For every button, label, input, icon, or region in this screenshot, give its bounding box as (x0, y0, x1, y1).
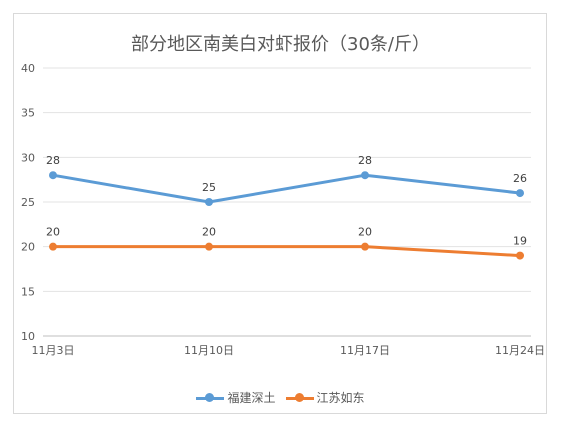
data-label: 19 (513, 235, 527, 248)
legend-item: 福建深土 (196, 389, 276, 406)
data-point (361, 242, 369, 251)
data-point (361, 171, 369, 180)
data-label: 25 (202, 181, 216, 194)
data-point (516, 251, 524, 260)
data-label: 28 (46, 154, 60, 167)
data-point (205, 242, 213, 251)
data-label: 20 (358, 226, 372, 239)
legend-label: 福建深土 (227, 391, 276, 405)
chart-legend: 福建深土 江苏如东 (0, 389, 561, 406)
x-tick-label: 11月17日 (340, 344, 390, 357)
y-tick-label: 35 (21, 107, 35, 120)
y-tick-label: 15 (21, 285, 35, 298)
y-tick-label: 10 (21, 330, 35, 343)
x-tick-label: 11月3日 (32, 344, 75, 357)
data-label: 26 (513, 172, 527, 185)
data-label: 28 (358, 154, 372, 167)
x-tick-label: 11月10日 (184, 344, 234, 357)
data-point (205, 198, 213, 206)
data-label: 20 (46, 226, 60, 239)
series-line-1 (51, 173, 522, 204)
legend-swatch (285, 392, 314, 403)
y-tick-label: 20 (21, 241, 35, 254)
data-point (49, 171, 57, 180)
data-point (49, 242, 57, 251)
legend-item: 江苏如东 (285, 389, 365, 406)
x-tick-label: 11月24日 (495, 344, 545, 357)
legend-label: 江苏如东 (316, 391, 365, 405)
series-line-2 (51, 245, 522, 258)
legend-swatch (196, 392, 225, 403)
y-tick-label: 30 (21, 151, 35, 164)
y-tick-label: 40 (21, 62, 35, 75)
chart-title: 部分地区南美白对虾报价（30条/斤） (131, 34, 430, 55)
data-point (516, 189, 524, 198)
y-tick-label: 25 (21, 196, 35, 209)
data-label: 20 (202, 226, 216, 239)
chart-frame (13, 13, 547, 414)
